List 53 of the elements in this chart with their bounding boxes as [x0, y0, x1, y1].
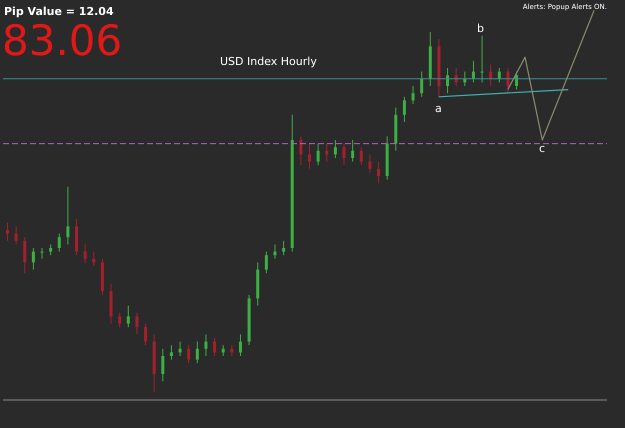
candlestick — [32, 248, 35, 270]
candlestick — [118, 312, 122, 328]
candlestick — [23, 236, 26, 274]
candlestick — [420, 71, 424, 98]
annotation: b — [477, 22, 484, 36]
candlestick — [84, 244, 87, 263]
candlestick — [299, 136, 302, 166]
candlestick — [264, 251, 268, 274]
candlestick — [6, 222, 9, 242]
candlestick — [204, 334, 208, 356]
candlestick — [58, 233, 61, 252]
candlestick — [480, 35, 484, 83]
candlestick — [506, 68, 510, 94]
candlestick — [368, 154, 372, 173]
candlestick — [377, 161, 380, 184]
candlestick — [144, 323, 148, 346]
candlestick — [161, 348, 164, 382]
candlestick — [49, 244, 52, 256]
candlestick — [325, 143, 328, 162]
candlestick — [498, 68, 501, 83]
candlestick — [360, 146, 363, 166]
candlestick — [230, 344, 234, 356]
candlestick — [187, 344, 190, 364]
annotation: c — [539, 142, 546, 156]
candlestick — [92, 251, 96, 266]
candlestick — [170, 344, 173, 360]
candlestick — [40, 248, 44, 260]
candlestick — [238, 334, 242, 356]
candlestick — [178, 341, 182, 356]
candlestick — [472, 60, 475, 83]
candlestick — [66, 186, 70, 245]
candlestick — [282, 240, 286, 256]
candlestick — [222, 344, 225, 356]
candlestick — [135, 312, 138, 335]
candlestick — [446, 68, 450, 94]
candlestick — [351, 140, 354, 162]
candlestick — [273, 244, 276, 260]
text: USD Index Hourly — [220, 55, 317, 68]
candlestick — [196, 341, 199, 364]
candlestick — [402, 96, 406, 122]
candlestick — [342, 143, 346, 166]
candlestick — [489, 64, 492, 86]
candlestick — [213, 338, 216, 356]
candlestick — [412, 86, 415, 104]
candlestick — [316, 143, 320, 166]
annotation: 83.06 — [2, 16, 122, 65]
candlestick — [126, 305, 130, 328]
candlestick — [308, 143, 311, 170]
candlestick — [454, 68, 458, 86]
candlestick — [14, 226, 18, 245]
candlestick — [334, 140, 337, 158]
text: Pip Value = 12.04 — [4, 5, 114, 18]
annotation: a — [435, 102, 442, 116]
